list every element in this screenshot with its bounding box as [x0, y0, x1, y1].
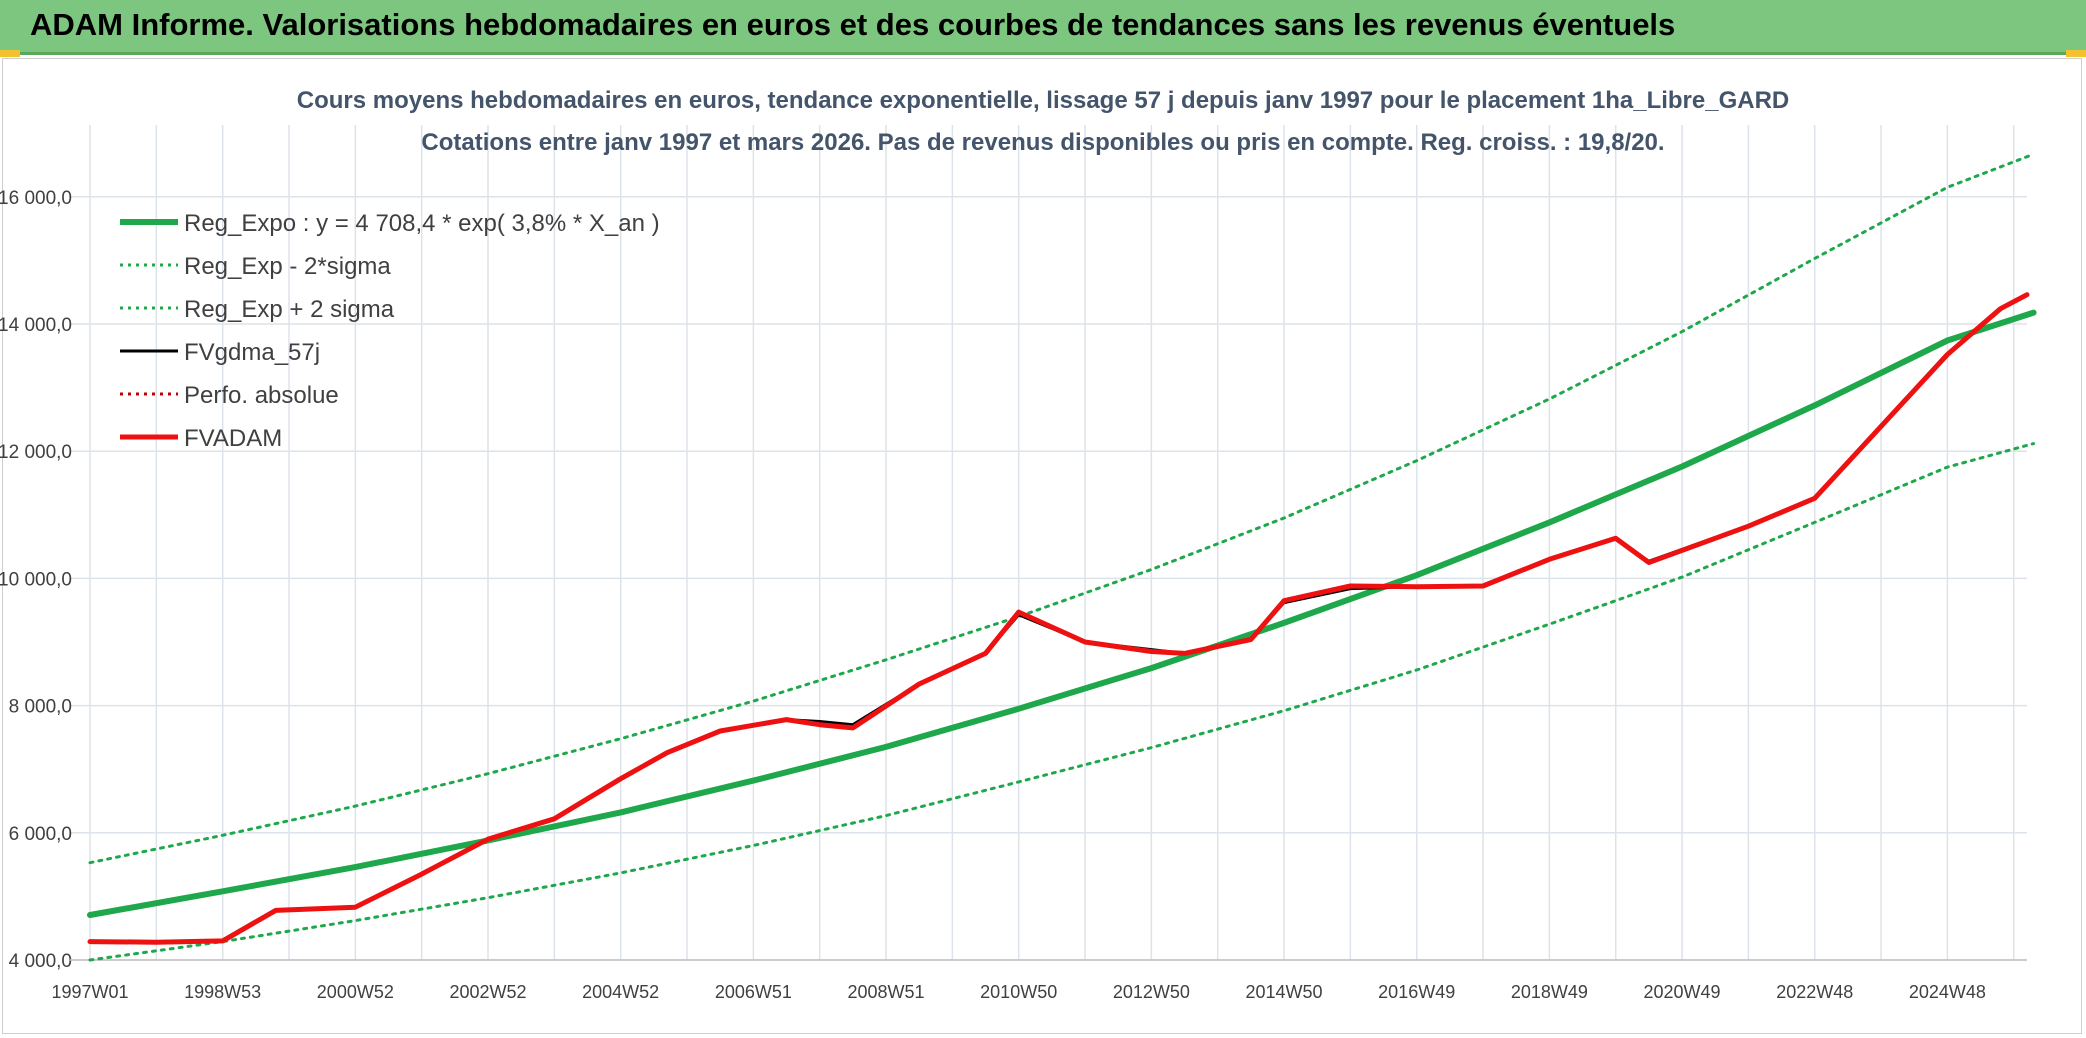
- x-tick-label: 2004W52: [582, 982, 659, 1002]
- x-tick-label: 1998W53: [184, 982, 261, 1002]
- grid-lines: [70, 125, 2027, 961]
- x-tick-label: 2020W49: [1644, 982, 1721, 1002]
- header-bar: ADAM Informe. Valorisations hebdomadaire…: [0, 0, 2086, 55]
- chart-title-line2: Cotations entre janv 1997 et mars 2026. …: [421, 129, 1664, 156]
- x-tick-label: 2006W51: [715, 982, 792, 1002]
- legend-label: FVADAM: [184, 425, 282, 452]
- legend-label: FVgdma_57j: [184, 339, 320, 366]
- x-tick-label: 2002W52: [449, 982, 526, 1002]
- x-tick-label: 2018W49: [1511, 982, 1588, 1002]
- corner-accent-left: [0, 50, 20, 57]
- series-group: [87, 152, 2037, 962]
- legend-label: Reg_Expo : y = 4 708,4 * exp( 3,8% * X_a…: [184, 210, 660, 237]
- x-tick-label: 1997W01: [51, 982, 128, 1002]
- chart-frame: [2, 58, 2082, 1034]
- legend-label: Perfo. absolue: [184, 382, 339, 409]
- x-tick-label: 2010W50: [980, 982, 1057, 1002]
- y-tick-label: 12 000,0: [0, 442, 72, 463]
- series-line-0: [87, 309, 2037, 918]
- x-tick-label: 2008W51: [847, 982, 924, 1002]
- x-tick-label: 2014W50: [1246, 982, 1323, 1002]
- x-tick-label: 2024W48: [1909, 982, 1986, 1002]
- x-tick-label: 2012W50: [1113, 982, 1190, 1002]
- page-title: ADAM Informe. Valorisations hebdomadaire…: [30, 7, 1676, 42]
- y-tick-label: 6 000,0: [9, 824, 72, 845]
- y-tick-label: 8 000,0: [9, 697, 72, 718]
- corner-accent-right: [2066, 50, 2086, 57]
- chart-titles: Cours moyens hebdomadaires en euros, ten…: [297, 87, 1790, 156]
- x-tick-label: 2022W48: [1776, 982, 1853, 1002]
- legend-label: Reg_Exp + 2 sigma: [184, 296, 395, 323]
- y-tick-label: 10 000,0: [0, 569, 72, 590]
- y-tick-label: 16 000,0: [0, 188, 72, 209]
- legend-label: Reg_Exp - 2*sigma: [184, 253, 391, 280]
- axes: 4 000,0 6 000,0 8 000,0 10 000,0 12 000,0 14 …: [0, 188, 2027, 1002]
- legend: Reg_Expo : y = 4 708,4 * exp( 3,8% * X_a…: [120, 210, 660, 452]
- x-tick-label: 2016W49: [1378, 982, 1455, 1002]
- y-tick-label: 14 000,0: [0, 315, 72, 336]
- y-tick-label: 4 000,0: [9, 951, 72, 972]
- chart-title-line1: Cours moyens hebdomadaires en euros, ten…: [297, 87, 1790, 114]
- series-line-5: [87, 292, 2030, 945]
- series-line-1: [88, 442, 2036, 962]
- series-line-3: [88, 293, 2029, 944]
- x-tick-label: 2000W52: [317, 982, 394, 1002]
